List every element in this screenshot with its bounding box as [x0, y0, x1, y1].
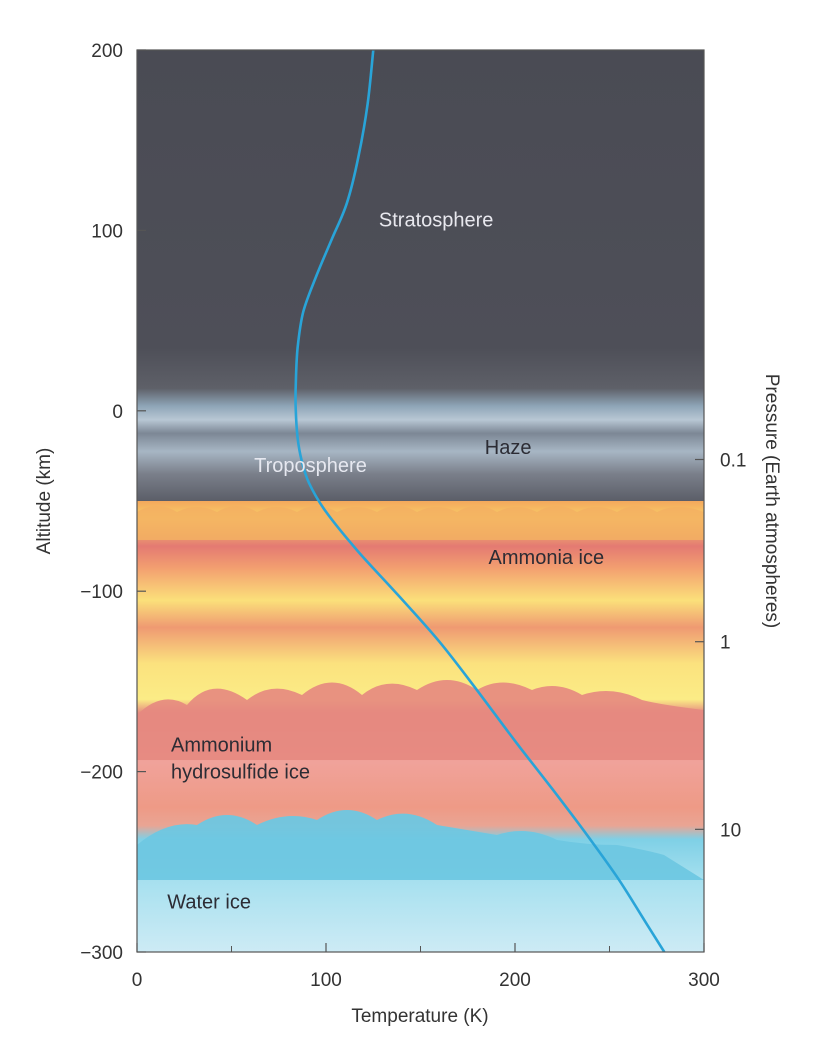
y-axis-left: 200 100 0 −100 −200 −300 — [80, 41, 146, 964]
y-axis-right-title: Pressure (Earth atmospheres) — [761, 374, 782, 629]
region-label: Ammonia ice — [489, 547, 605, 569]
region-label: Troposphere — [254, 455, 367, 477]
x-axis: 0 100 200 300 — [132, 943, 720, 991]
y-tick-label: −300 — [80, 943, 123, 964]
x-tick-label: 200 — [499, 970, 531, 991]
y-tick-label: 100 — [91, 221, 123, 242]
plot-area — [137, 50, 704, 952]
x-tick-label: 300 — [688, 970, 720, 991]
y-axis-right: 0.1 1 10 — [695, 451, 746, 841]
y-tick-label: 0 — [112, 402, 123, 423]
region-label: Stratosphere — [379, 210, 494, 232]
ammonia-cloud-tops — [137, 506, 704, 540]
ammonium-cloud-tops — [137, 680, 704, 760]
x-tick-label: 100 — [310, 970, 342, 991]
region-labels: Stratosphere Haze Troposphere Ammonia ice Am… — [167, 210, 604, 914]
pressure-tick-label: 10 — [720, 820, 741, 841]
water-cloud-tops — [137, 810, 704, 880]
temperature-profile-line — [294, 50, 666, 952]
pressure-tick-label: 0.1 — [720, 451, 746, 472]
y-tick-label: 200 — [91, 41, 123, 62]
region-label: hydrosulfide ice — [171, 762, 310, 784]
plot-background — [137, 50, 704, 952]
region-label: Water ice — [167, 891, 251, 913]
x-axis-title: Temperature (K) — [351, 1006, 488, 1027]
region-label: Ammonium — [171, 735, 272, 757]
cloud-layers — [137, 506, 704, 880]
region-label: Haze — [485, 437, 532, 459]
y-axis-left-title: Altitude (km) — [34, 448, 55, 555]
y-tick-label: −100 — [80, 582, 123, 603]
pressure-tick-label: 1 — [720, 633, 731, 654]
y-tick-label: −200 — [80, 763, 123, 784]
x-tick-label: 0 — [132, 970, 143, 991]
